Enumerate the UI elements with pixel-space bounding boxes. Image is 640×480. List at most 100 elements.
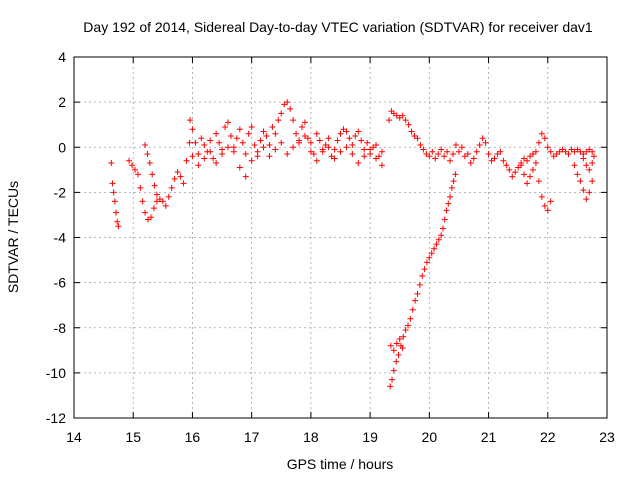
data-point [248, 123, 255, 130]
series-segment-d [187, 99, 385, 162]
data-point [443, 207, 450, 214]
data-point [485, 151, 492, 158]
data-point [500, 157, 507, 164]
data-point [201, 141, 208, 148]
data-point [445, 200, 452, 207]
series-segment-h [387, 336, 406, 354]
data-point [402, 117, 409, 124]
data-point [189, 153, 196, 160]
data-point [390, 347, 397, 354]
data-point [150, 205, 157, 212]
data-point [529, 166, 536, 173]
data-point [503, 162, 510, 169]
x-tick-label: 22 [540, 429, 556, 445]
data-point [111, 198, 118, 205]
data-point [137, 184, 144, 191]
data-point [423, 259, 430, 266]
data-point [299, 123, 306, 130]
data-point [378, 148, 385, 155]
data-point [387, 342, 394, 349]
data-point [439, 225, 446, 232]
grid [74, 57, 607, 418]
data-point [586, 189, 593, 196]
data-point [147, 214, 154, 221]
data-point [464, 151, 471, 158]
data-point [426, 254, 433, 261]
series-segment-e [189, 132, 385, 180]
data-point [307, 139, 314, 146]
data-point [482, 139, 489, 146]
x-tick-label: 14 [66, 429, 82, 445]
data-point [589, 148, 596, 155]
data-point [183, 157, 190, 164]
data-point [544, 144, 551, 151]
y-tick-label: -6 [54, 275, 67, 291]
data-point [213, 130, 220, 137]
data-point [574, 171, 581, 178]
data-point [433, 241, 440, 248]
data-point [470, 155, 477, 162]
data-point [307, 148, 314, 155]
data-point [242, 173, 249, 180]
data-point [113, 209, 120, 216]
data-point [343, 128, 350, 135]
data-point [313, 157, 320, 164]
x-axis-label: GPS time / hours [287, 456, 394, 472]
y-tick-label: 2 [58, 94, 66, 110]
y-tick-label: -8 [54, 320, 67, 336]
data-point [331, 155, 338, 162]
data-point [272, 130, 279, 137]
x-tick-label: 18 [303, 429, 319, 445]
data-point [435, 236, 442, 243]
data-point [438, 232, 445, 239]
data-point [139, 198, 146, 205]
data-point [416, 281, 423, 288]
data-point [207, 148, 214, 155]
data-point [301, 132, 308, 139]
data-point [278, 110, 285, 117]
data-point [452, 141, 459, 148]
data-point [409, 306, 416, 313]
data-point [532, 148, 539, 155]
data-point [210, 155, 217, 162]
data-point [367, 146, 374, 153]
data-point [473, 148, 480, 155]
data-point [131, 166, 138, 173]
data-point [435, 151, 442, 158]
data-point [260, 128, 267, 135]
data-point [414, 135, 421, 142]
data-point [146, 160, 153, 167]
data-point [337, 130, 344, 137]
data-point [405, 322, 412, 329]
y-axis-label: SDTVAR / TECUs [5, 181, 21, 293]
data-point [230, 148, 237, 155]
data-point [349, 141, 356, 148]
data-point [393, 358, 400, 365]
data-point [187, 117, 194, 124]
data-point [455, 148, 462, 155]
data-point [219, 151, 226, 158]
data-point [293, 130, 300, 137]
data-point [538, 130, 545, 137]
data-point [290, 144, 297, 151]
data-point [467, 160, 474, 167]
data-point [364, 139, 371, 146]
y-tick-label: -4 [54, 230, 67, 246]
data-point [195, 162, 202, 169]
data-point [373, 141, 380, 148]
data-point [110, 189, 117, 196]
data-point [207, 137, 214, 144]
data-point [393, 340, 400, 347]
x-tick-label: 21 [481, 429, 497, 445]
data-point [151, 182, 158, 189]
data-point [287, 105, 294, 112]
series-segment-k [580, 153, 597, 173]
data-point [447, 193, 454, 200]
data-point [337, 148, 344, 155]
data-point [541, 202, 548, 209]
data-point [544, 207, 551, 214]
data-point [450, 178, 457, 185]
data-point [334, 137, 341, 144]
data-point [497, 148, 504, 155]
data-point [580, 155, 587, 162]
